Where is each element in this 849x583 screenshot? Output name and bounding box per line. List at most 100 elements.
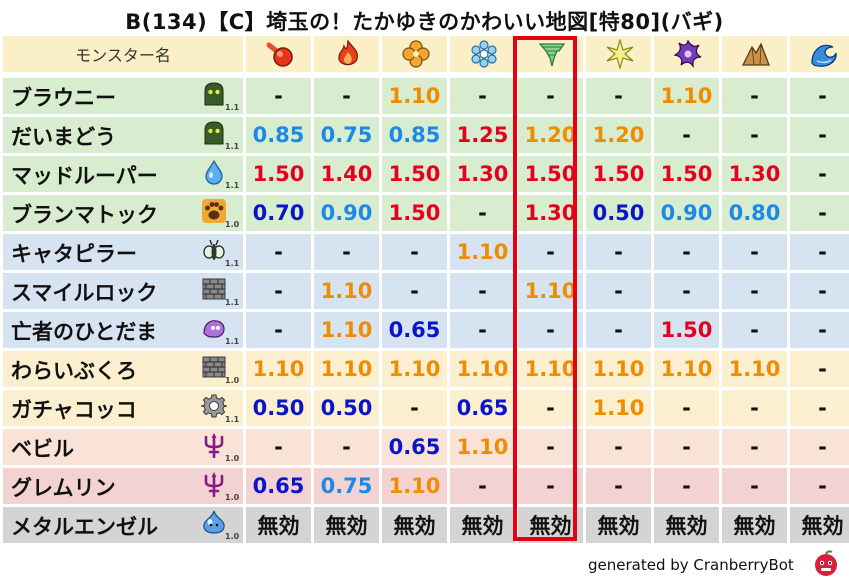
resistance-cell: - <box>246 312 311 348</box>
brick-icon <box>201 354 227 380</box>
table-row: ベビル 1.0- -0.65 1.10- - - - - <box>3 429 849 465</box>
resistance-cell: 1.50 <box>654 156 719 192</box>
resistance-cell: 1.20 <box>518 117 583 153</box>
resistance-cell: 1.50 <box>654 312 719 348</box>
resistance-cell: 0.70 <box>246 195 311 231</box>
table-row: キャタピラー 1.1- - -1.10- - - - - <box>3 234 849 270</box>
resistance-cell: 無効 <box>314 507 379 543</box>
monster-name: ベビル <box>11 437 74 461</box>
resistance-cell: - <box>450 273 515 309</box>
resistance-cell: - <box>722 273 787 309</box>
monster-level: 1.1 <box>225 142 240 151</box>
resistance-cell: 1.50 <box>518 156 583 192</box>
monster-level: 1.0 <box>225 376 240 385</box>
resistance-cell: 1.10 <box>314 312 379 348</box>
resistance-cell: - <box>246 78 311 114</box>
resistance-cell: - <box>586 273 651 309</box>
resistance-cell: - <box>654 468 719 504</box>
table-row: ブラウニー 1.1- -1.10- - -1.10- - <box>3 78 849 114</box>
resistance-cell: 1.50 <box>586 156 651 192</box>
resistance-cell: 1.20 <box>586 117 651 153</box>
resistance-cell: - <box>722 234 787 270</box>
resistance-cell: - <box>518 312 583 348</box>
resistance-cell: - <box>790 273 849 309</box>
zombie-slime-icon <box>201 120 227 146</box>
monster-name: 亡者のひとだま <box>11 320 157 344</box>
resistance-cell: 1.10 <box>586 390 651 426</box>
dark-shuriken-icon <box>654 36 722 72</box>
resistance-cell: 1.30 <box>450 156 515 192</box>
resistance-cell: 0.65 <box>382 312 447 348</box>
resistance-cell: 無効 <box>586 507 651 543</box>
resistance-cell: 0.50 <box>314 390 379 426</box>
fire-ball-icon <box>246 36 314 72</box>
resistance-cell: - <box>790 468 849 504</box>
header-monster-name: モンスター名 <box>3 36 243 72</box>
flame-icon <box>314 36 382 72</box>
resistance-cell: 0.65 <box>382 429 447 465</box>
resistance-cell: - <box>586 429 651 465</box>
resistance-cell: 1.10 <box>654 78 719 114</box>
resistance-cell: - <box>450 78 515 114</box>
footer-credit: generated by CranberryBot <box>588 556 794 574</box>
table-row: マッドルーパー 1.1 1.50 1.40 1.50 1.30 1.50 1.50 1.50 1.… <box>3 156 849 192</box>
insect-icon <box>201 237 227 263</box>
resistance-cell: 1.50 <box>382 156 447 192</box>
monster-name: マッドルーパー <box>11 164 158 188</box>
monster-level: 1.0 <box>225 493 240 502</box>
table-row: だいまどう 1.1 0.85 0.75 0.85 1.25 1.20 1.20- - - <box>3 117 849 153</box>
resistance-cell: 1.40 <box>314 156 379 192</box>
monster-name: グレムリン <box>11 476 116 500</box>
resistance-cell: - <box>654 234 719 270</box>
resistance-cell: 0.75 <box>314 468 379 504</box>
resistance-cell: 1.50 <box>246 156 311 192</box>
resistance-cell: 0.50 <box>586 195 651 231</box>
resistance-cell: - <box>518 234 583 270</box>
monster-level: 1.0 <box>225 454 240 463</box>
resistance-cell: - <box>518 390 583 426</box>
resistance-cell: 1.30 <box>518 195 583 231</box>
resistance-cell: - <box>246 273 311 309</box>
resistance-cell: - <box>586 78 651 114</box>
resistance-cell: - <box>790 78 849 114</box>
header-row: モンスター名 <box>3 36 849 72</box>
monster-level: 1.1 <box>225 337 240 346</box>
resistance-cell: - <box>518 429 583 465</box>
resistance-cell: 1.50 <box>382 195 447 231</box>
monster-name: だいまどう <box>11 125 116 149</box>
monster-name-cell: マッドルーパー 1.1 <box>3 156 243 192</box>
rock-mountain-icon <box>722 36 790 72</box>
table-row: スマイルロック 1.1-1.10- -1.10- - - - <box>3 273 849 309</box>
monster-name: メタルエンゼル <box>11 515 158 539</box>
resistance-cell: - <box>382 273 447 309</box>
resistance-cell: - <box>654 390 719 426</box>
monster-name-cell: わらいぶくろ 1.0 <box>3 351 243 387</box>
resistance-cell: 1.10 <box>586 351 651 387</box>
monster-name-cell: ガチャコッコ 1.1 <box>3 390 243 426</box>
resistance-cell: 無効 <box>654 507 719 543</box>
earth-clover-icon <box>382 36 450 72</box>
resistance-cell: 無効 <box>382 507 447 543</box>
table-row: グレムリン 1.0 0.65 0.75 1.10- - - - - - <box>3 468 849 504</box>
resistance-cell: - <box>586 468 651 504</box>
resistance-cell: - <box>722 312 787 348</box>
table-row: わらいぶくろ 1.0 1.10 1.10 1.10 1.10 1.10 1.10 1.10 1.1… <box>3 351 849 387</box>
resistance-cell: 無効 <box>790 507 849 543</box>
monster-name: スマイルロック <box>11 281 158 305</box>
resistance-cell: - <box>450 195 515 231</box>
resistance-cell: 0.65 <box>246 468 311 504</box>
resistance-cell: - <box>246 429 311 465</box>
resistance-cell: 無効 <box>246 507 311 543</box>
monster-level: 1.1 <box>225 103 240 112</box>
resistance-cell: - <box>382 234 447 270</box>
resistance-cell: 無効 <box>450 507 515 543</box>
monster-name-cell: ベビル 1.0 <box>3 429 243 465</box>
monster-level: 1.0 <box>225 532 240 541</box>
water-wave-icon <box>790 36 849 72</box>
resistance-cell: 0.90 <box>654 195 719 231</box>
water-drop-icon <box>201 159 227 185</box>
monster-name: キャタピラー <box>11 242 137 266</box>
monster-name-cell: グレムリン 1.0 <box>3 468 243 504</box>
resistance-cell: 1.10 <box>518 273 583 309</box>
resistance-cell: - <box>314 234 379 270</box>
